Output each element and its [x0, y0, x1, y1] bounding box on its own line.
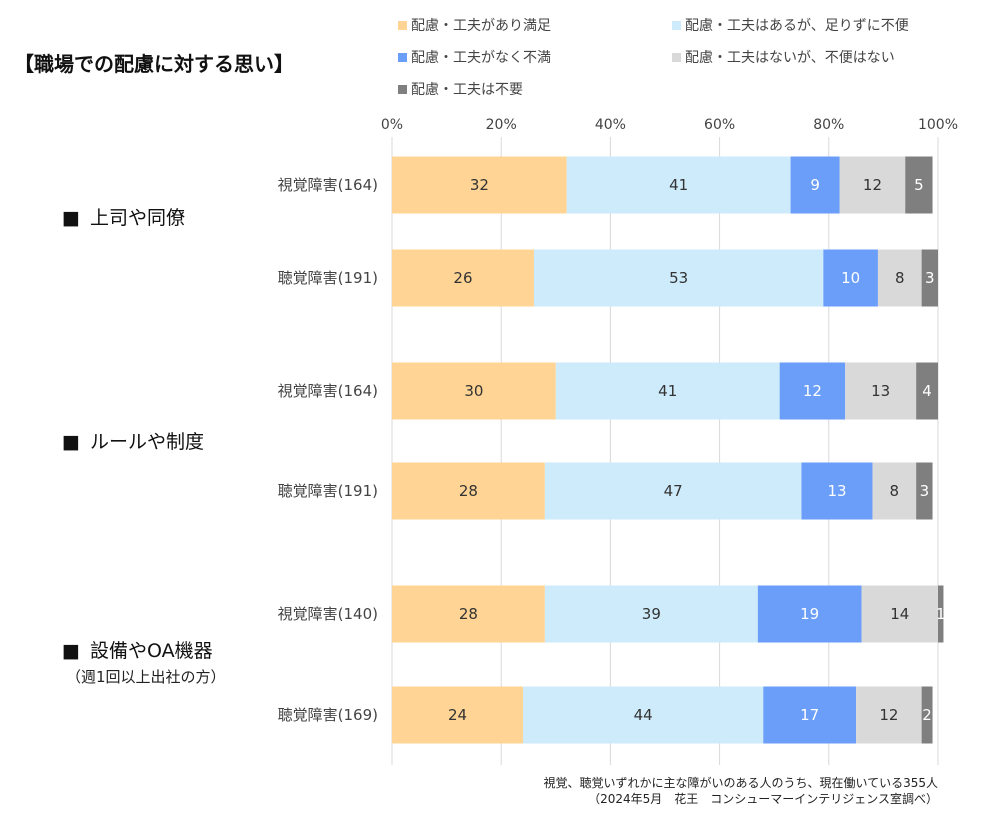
- bar-segment: [392, 686, 524, 744]
- legend-swatch: [672, 21, 681, 30]
- data-label: 28: [459, 605, 478, 623]
- bar-segment: [566, 156, 791, 214]
- group-sublabel: （週1回以上出社の方）: [66, 668, 226, 686]
- category-label: 聴覚障害(191): [278, 269, 378, 287]
- category-label: 視覚障害(140): [278, 605, 378, 623]
- bar-segment: [938, 585, 944, 643]
- source-note-line2: （2024年5月 花王 コンシューマーインテリジェンス室調べ）: [588, 791, 938, 806]
- data-label: 28: [459, 482, 478, 500]
- data-label: 41: [669, 176, 688, 194]
- bar-segment: [779, 362, 846, 420]
- bar-segment: [757, 585, 862, 643]
- category-label: 聴覚障害(169): [278, 706, 378, 724]
- data-label: 39: [642, 605, 661, 623]
- legend-swatch: [672, 53, 681, 62]
- bar-segment: [544, 462, 802, 520]
- bar-segment: [861, 585, 938, 643]
- data-label: 12: [863, 176, 882, 194]
- bar-segment: [823, 249, 878, 307]
- legend-swatch: [398, 21, 407, 30]
- x-tick-label: 80%: [813, 117, 844, 133]
- bar-segment: [392, 156, 567, 214]
- category-label: 視覚障害(164): [278, 176, 378, 194]
- data-label: 53: [669, 269, 688, 287]
- data-label: 17: [800, 706, 819, 724]
- data-label: 24: [448, 706, 467, 724]
- data-label: 5: [914, 176, 924, 194]
- data-label: 1: [936, 605, 946, 623]
- bar-segment: [839, 156, 906, 214]
- category-label: 視覚障害(164): [278, 382, 378, 400]
- data-label: 44: [634, 706, 653, 724]
- legend-label: 配慮・工夫はないが、不便はない: [685, 50, 895, 66]
- legend-swatch: [398, 85, 407, 94]
- data-label: 4: [922, 382, 932, 400]
- data-label: 8: [895, 269, 905, 287]
- data-label: 14: [890, 605, 909, 623]
- group-marker: ■: [62, 640, 80, 662]
- x-tick-label: 40%: [595, 117, 626, 133]
- bar-segment: [872, 462, 917, 520]
- data-label: 19: [800, 605, 819, 623]
- x-tick-label: 60%: [704, 117, 735, 133]
- legend-label: 配慮・工夫があり満足: [411, 18, 551, 34]
- category-label: 聴覚障害(191): [278, 482, 378, 500]
- bar-segment: [392, 362, 556, 420]
- data-label: 9: [810, 176, 820, 194]
- group-label: 上司や同僚: [90, 207, 185, 229]
- group-marker: ■: [62, 431, 80, 453]
- bar-segment: [392, 249, 534, 307]
- x-tick-label: 20%: [486, 117, 517, 133]
- bar-segment: [523, 686, 764, 744]
- bar-segment: [916, 362, 938, 420]
- source-note-line1: 視覚、聴覚いずれかに主な障がいのある人のうち、現在働いている355人: [543, 775, 938, 790]
- bar-segment: [856, 686, 922, 744]
- data-label: 8: [890, 482, 900, 500]
- x-tick-label: 100%: [918, 117, 958, 133]
- data-label: 13: [871, 382, 890, 400]
- legend-label: 配慮・工夫がなく不満: [411, 50, 551, 66]
- bar-segment: [801, 462, 873, 520]
- bar-segment: [392, 585, 545, 643]
- legend-label: 配慮・工夫は不要: [411, 82, 523, 98]
- data-label: 2: [922, 706, 932, 724]
- data-label: 12: [803, 382, 822, 400]
- legend-label: 配慮・工夫はあるが、足りずに不便: [685, 18, 909, 34]
- bar-segment: [555, 362, 780, 420]
- group-label: ルールや制度: [90, 431, 204, 453]
- data-label: 10: [841, 269, 860, 287]
- data-label: 30: [464, 382, 483, 400]
- bar-segment: [544, 585, 758, 643]
- bar-segment: [905, 156, 933, 214]
- group-marker: ■: [62, 207, 80, 229]
- data-label: 3: [920, 482, 930, 500]
- bar-segment: [845, 362, 917, 420]
- bar-segment: [392, 462, 545, 520]
- data-label: 41: [658, 382, 677, 400]
- data-label: 26: [453, 269, 472, 287]
- data-label: 12: [879, 706, 898, 724]
- bar-segment: [921, 249, 938, 307]
- chart-title: 【職場での配慮に対する思い】: [14, 52, 294, 76]
- bar-segment: [533, 249, 824, 307]
- bar-segment: [790, 156, 840, 214]
- data-label: 32: [470, 176, 489, 194]
- bar-segment: [763, 686, 857, 744]
- bar-segment: [877, 249, 922, 307]
- group-label: 設備やOA機器: [90, 640, 213, 662]
- data-label: 47: [664, 482, 683, 500]
- bar-segment: [916, 462, 933, 520]
- bar-segment: [921, 686, 933, 744]
- legend-swatch: [398, 53, 407, 62]
- x-tick-label: 0%: [381, 117, 403, 133]
- data-label: 3: [925, 269, 935, 287]
- data-label: 13: [827, 482, 846, 500]
